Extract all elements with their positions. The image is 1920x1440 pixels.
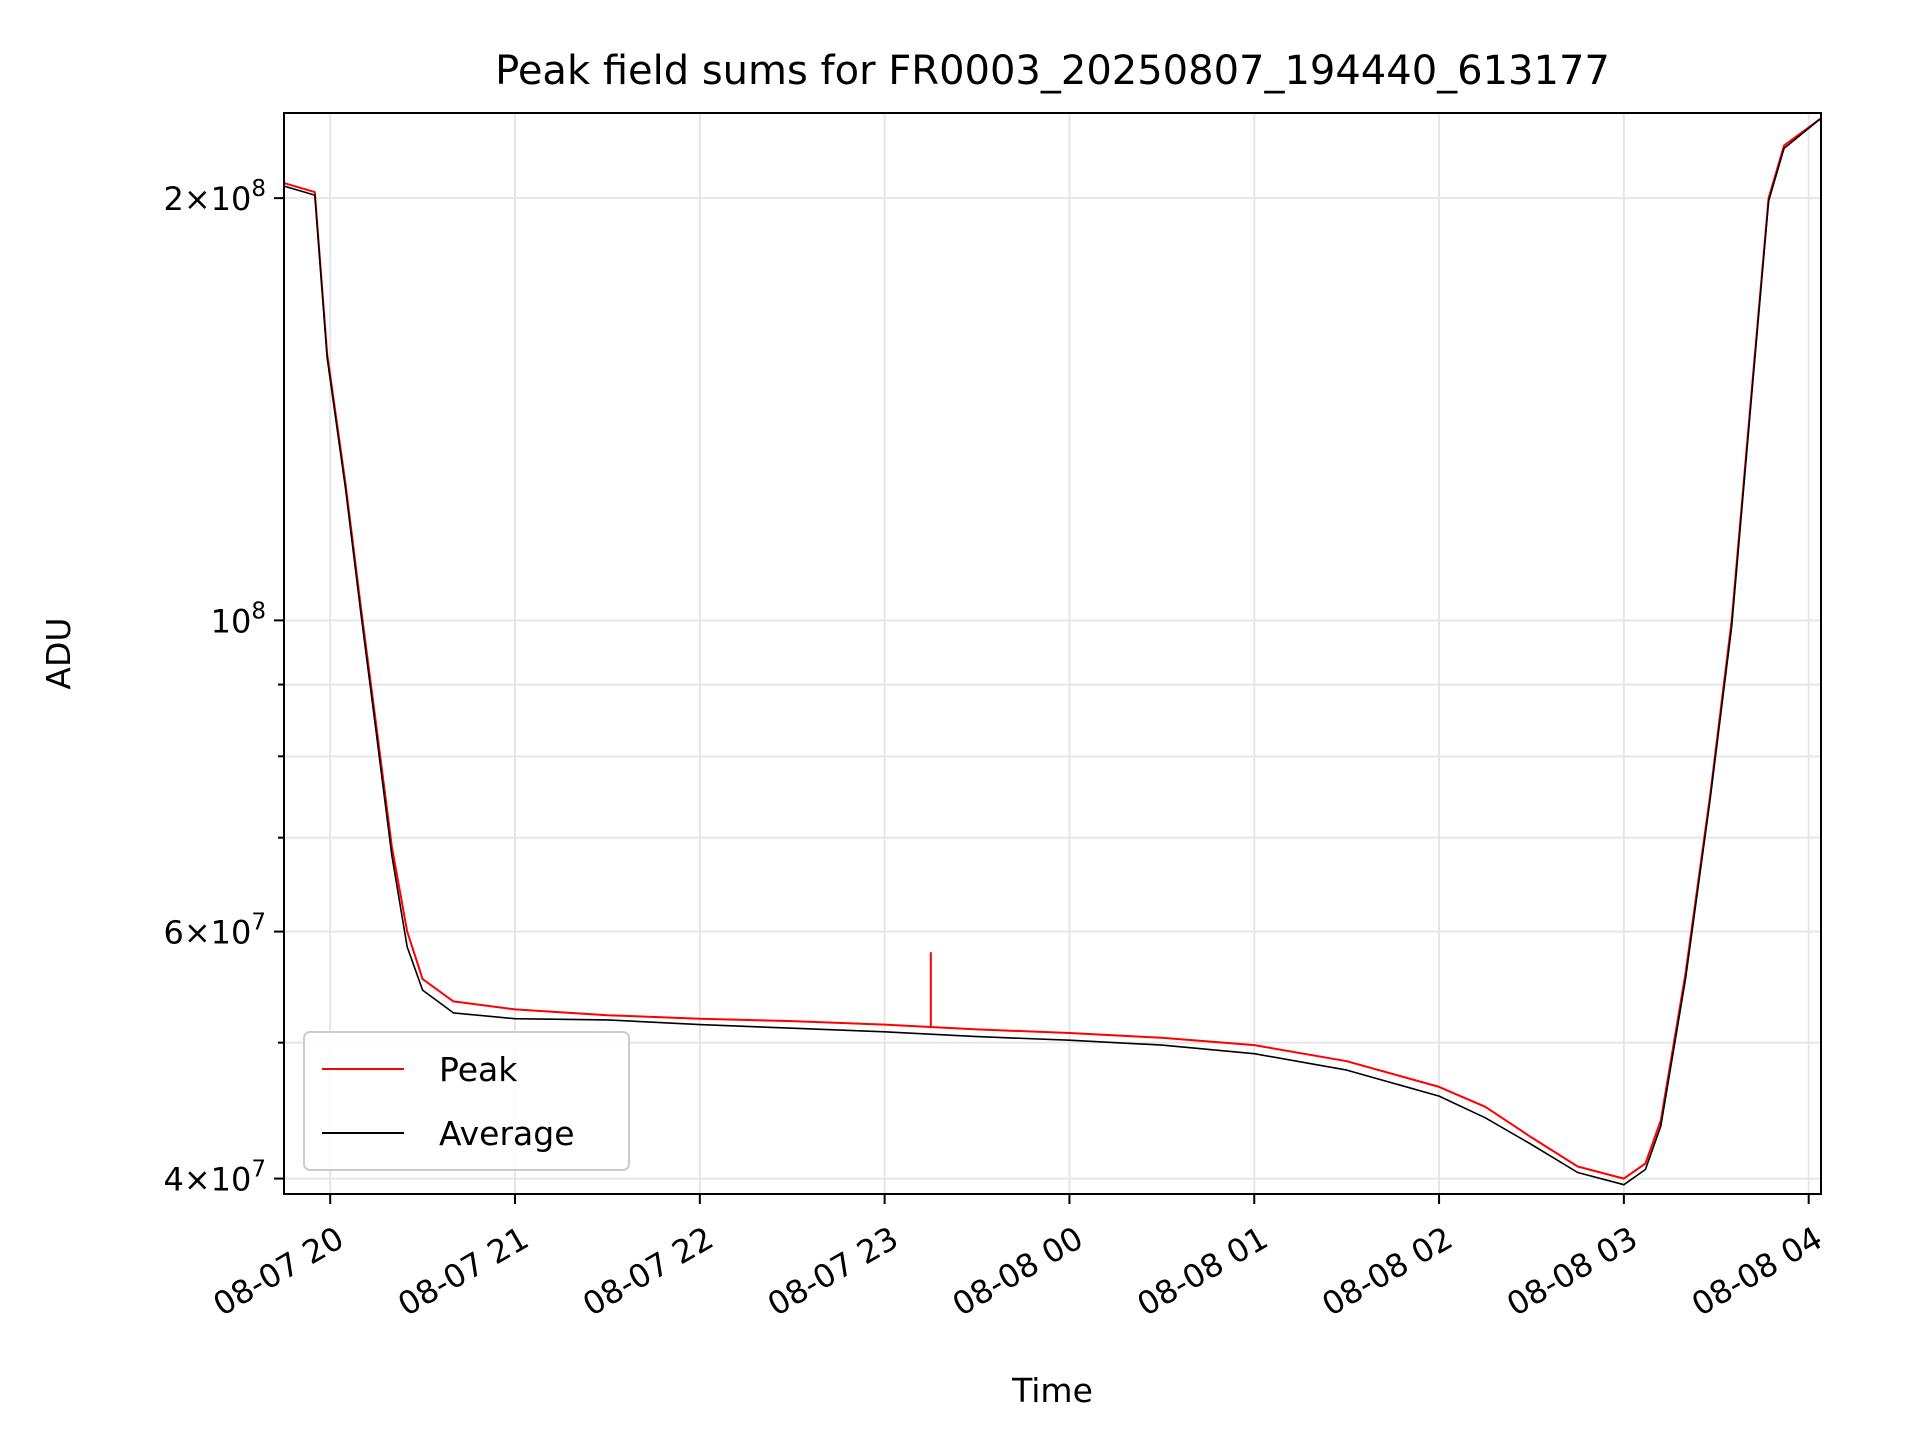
legend: Peak Average <box>303 1031 630 1171</box>
grid <box>284 113 1821 1194</box>
legend-label-average: Average <box>439 1114 575 1153</box>
y-tick-label: 108 <box>211 598 266 640</box>
series-layer <box>283 117 1822 1186</box>
x-axis-label: Time <box>1011 1371 1093 1410</box>
series-line-average <box>283 117 1822 1186</box>
legend-label-peak: Peak <box>439 1050 518 1089</box>
legend-box <box>303 1031 630 1171</box>
y-tick-label: 4×107 <box>163 1157 266 1199</box>
chart-title: Peak field sums for FR0003_20250807_1944… <box>495 48 1610 94</box>
y-axis: 4×107 6×107 108 2×108 <box>163 176 284 1199</box>
y-tick-label: 2×108 <box>163 176 266 218</box>
plot-frame <box>283 112 1822 1195</box>
y-tick-label: 6×107 <box>163 910 266 952</box>
y-axis-label: ADU <box>39 617 78 689</box>
